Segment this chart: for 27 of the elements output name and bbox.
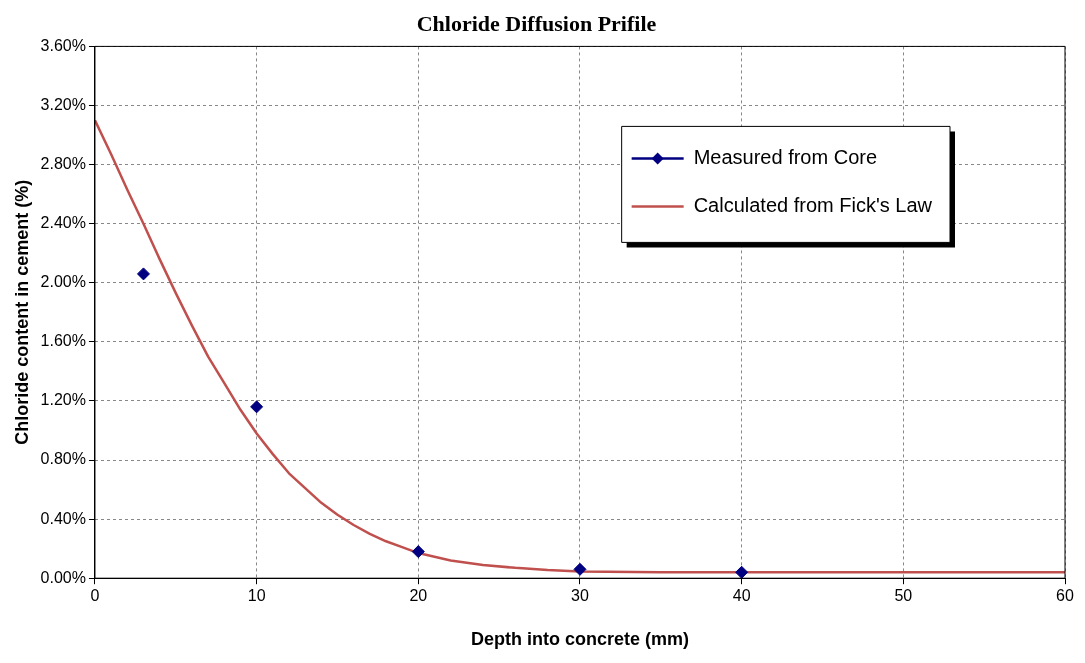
legend-label: Measured from Core xyxy=(693,145,878,168)
y-tick-label: 0.40% xyxy=(40,509,86,527)
legend-label: Calculated from Fick's Law xyxy=(693,193,933,216)
y-tick-label: 2.40% xyxy=(40,214,86,232)
y-tick-label: 2.80% xyxy=(40,154,86,172)
x-tick-label: 30 xyxy=(571,587,589,605)
y-tick-label: 2.00% xyxy=(40,273,86,291)
x-tick-label: 10 xyxy=(247,587,266,605)
x-tick-label: 0 xyxy=(90,587,100,605)
y-tick-label: 1.20% xyxy=(40,391,86,409)
chart-title: Chloride Diffusion Prifile xyxy=(416,10,657,36)
x-tick-label: 60 xyxy=(1056,587,1074,605)
point xyxy=(573,562,587,576)
x-tick-label: 40 xyxy=(732,587,751,605)
x-tick-label: 50 xyxy=(894,587,913,605)
y-tick-label: 0.00% xyxy=(40,568,86,586)
y-tick-label: 1.60% xyxy=(40,332,86,350)
x-tick-label: 20 xyxy=(409,587,428,605)
point xyxy=(250,400,264,414)
y-tick-label: 3.60% xyxy=(40,36,86,54)
point xyxy=(735,565,749,579)
y-tick-label: 3.20% xyxy=(40,95,86,113)
y-tick-label: 0.80% xyxy=(40,450,86,468)
y-axis-title: Chloride content in cement (%) xyxy=(11,179,32,445)
point xyxy=(136,267,150,281)
point xyxy=(411,545,425,559)
x-axis-title: Depth into concrete (mm) xyxy=(470,629,689,650)
